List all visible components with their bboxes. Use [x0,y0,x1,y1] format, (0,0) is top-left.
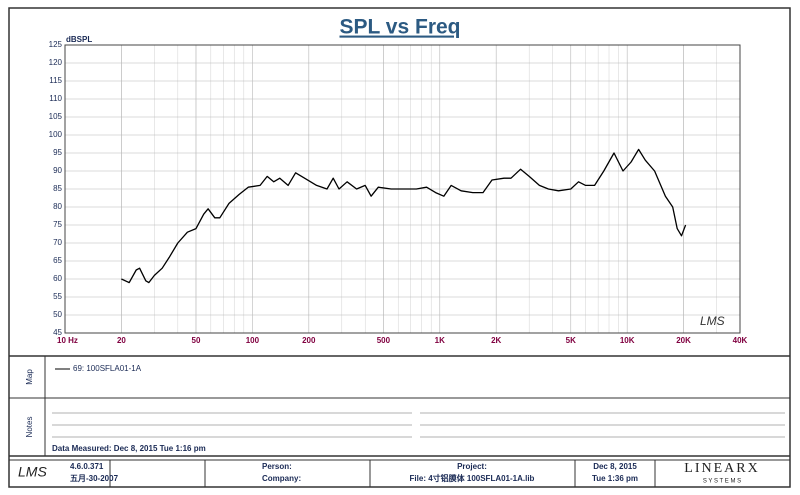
plot-frame [64,44,741,334]
footer-dividers [109,460,656,487]
map-label: Map [25,369,34,385]
plot: 45 50 55 60 65 70 75 80 85 90 95 100 105 110 115 120 125… [49,40,748,345]
x-tick-label: 1K [435,336,445,345]
brand: LINEARX [684,461,759,476]
x-tick-label: 2K [491,336,501,345]
x-tick-label: 10K [620,336,635,345]
file: File: 4寸铝膜体 100SFLA01-1A.lib [410,473,535,483]
y-axis-label: dBSPL [66,35,92,44]
brand-sub: S Y S T E M S [703,479,741,485]
y-tick-label: 65 [53,256,62,265]
y-tick-label: 50 [53,310,62,319]
x-tick-label: 20K [676,336,691,345]
data-measured: Data Measured: Dec 8, 2015 Tue 1:16 pm [52,444,206,453]
y-tick-label: 105 [49,112,63,121]
y-tick-label: 55 [53,292,62,301]
person: Person: [262,462,292,471]
note-lines [52,412,785,438]
x-tick-label: 5K [566,336,576,345]
x-tick-label: 500 [377,336,391,345]
y-tick-label: 110 [49,94,62,103]
project: Project: [457,462,487,471]
series-line [121,148,687,284]
y-tick-label: 45 [53,328,62,337]
y-tick-label: 95 [53,148,62,157]
outer-frame [8,7,791,488]
company: Company: [262,474,301,483]
y-tick-label: 90 [53,166,62,175]
footer-logo: LMS [18,464,47,480]
y-tick-label: 125 [49,40,63,49]
x-tick-label: 20 [117,336,126,345]
y-tick-label: 85 [53,184,62,193]
version: 4.6.0.371 [70,462,104,471]
watermark: LMS [700,314,725,328]
notes-label: Notes [25,417,34,438]
y-tick-label: 115 [49,76,62,85]
time: Tue 1:36 pm [592,474,638,483]
y-tick-label: 80 [53,202,62,211]
version-date: 五月-30-2007 [70,474,119,483]
x-tick-label: 100 [246,336,260,345]
x-tick-label: 10 Hz [57,336,78,345]
x-tick-label: 40K [733,336,748,345]
y-tick-label: 60 [53,274,62,283]
x-tick-label: 200 [302,336,316,345]
y-tick-label: 120 [49,58,63,67]
y-tick-label: 100 [49,130,63,139]
legend-entry: 69: 100SFLA01-1A [73,364,142,373]
chart-title: SPL vs Freq [340,16,461,39]
x-tick-label: 50 [192,336,201,345]
date: Dec 8, 2015 [593,462,637,471]
y-tick-label: 75 [53,220,62,229]
y-tick-label: 70 [53,238,62,247]
